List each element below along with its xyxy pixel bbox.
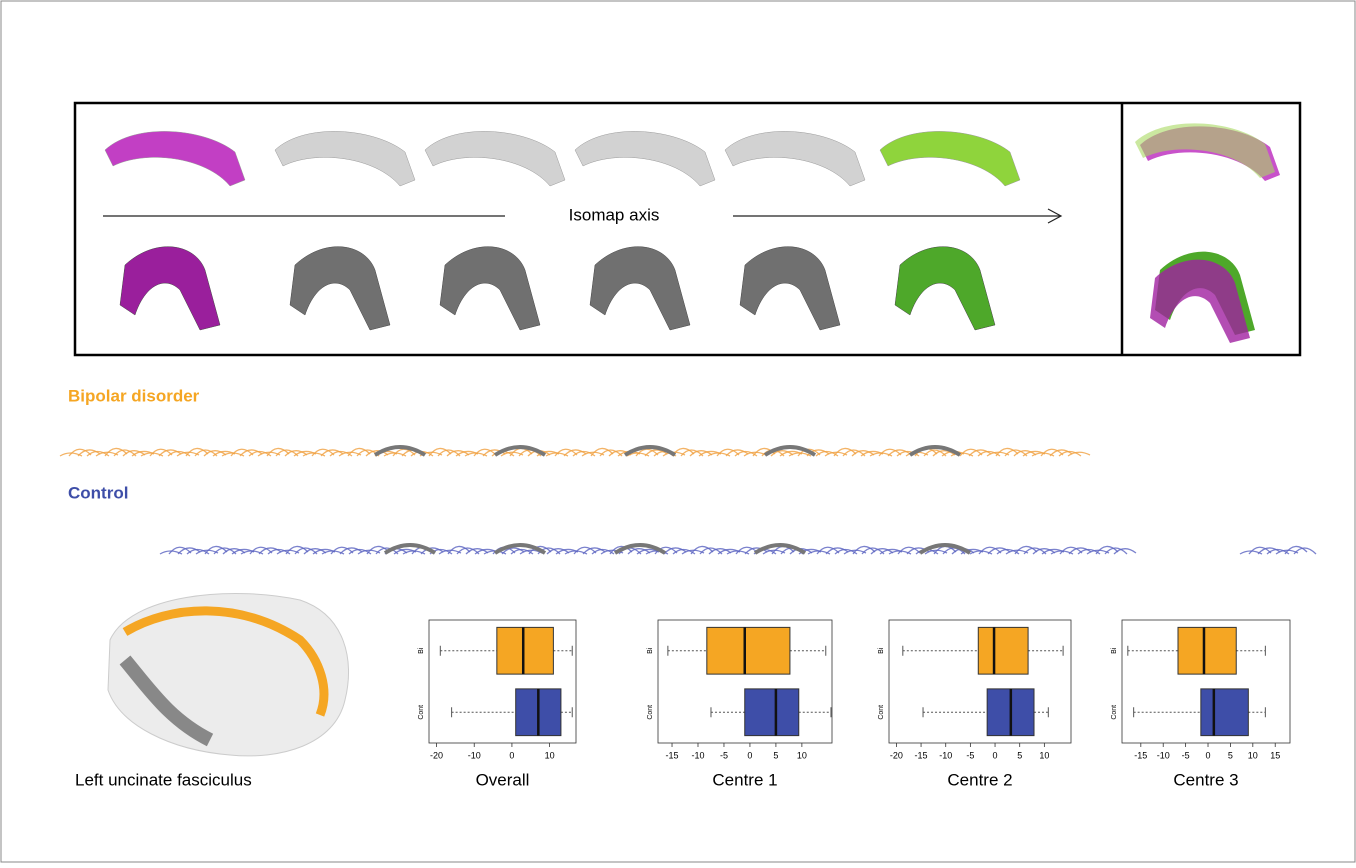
x-tick-label: -5	[720, 750, 728, 760]
x-tick-label: -15	[1134, 750, 1147, 760]
x-tick-label: -5	[966, 750, 974, 760]
shape	[880, 131, 1020, 186]
box	[1201, 689, 1248, 736]
box	[497, 627, 554, 674]
x-tick-label: 10	[797, 750, 807, 760]
axis-label: Isomap axis	[569, 205, 660, 224]
shape	[895, 247, 995, 330]
x-tick-label: -10	[691, 750, 704, 760]
x-tick-label: 5	[773, 750, 778, 760]
box	[707, 627, 790, 674]
chart-title: Centre 3	[1173, 770, 1238, 789]
x-tick-label: 0	[509, 750, 514, 760]
x-tick-label: 0	[1206, 750, 1211, 760]
shape	[105, 131, 245, 186]
x-tick-label: -20	[430, 750, 443, 760]
shape	[590, 247, 690, 330]
x-tick-label: -5	[1182, 750, 1190, 760]
shape-overlay	[1135, 123, 1275, 178]
box	[1178, 627, 1236, 674]
x-tick-label: 15	[1270, 750, 1280, 760]
shape	[425, 131, 565, 186]
chart-title: Centre 1	[712, 770, 777, 789]
shape	[440, 247, 540, 330]
y-tick-label: Cont	[878, 705, 885, 720]
shape-renderings	[105, 123, 1280, 343]
x-tick-label: -15	[915, 750, 928, 760]
fibre-strips	[60, 447, 1316, 554]
x-tick-label: 0	[993, 750, 998, 760]
y-tick-label: Bi	[1111, 647, 1118, 654]
shape	[575, 131, 715, 186]
group-label: Bipolar disorder	[68, 386, 200, 405]
x-tick-label: 10	[1039, 750, 1049, 760]
chart-title: Centre 2	[947, 770, 1012, 789]
x-tick-label: -10	[1157, 750, 1170, 760]
shape	[725, 131, 865, 186]
y-tick-label: Bi	[418, 647, 425, 654]
figure: Isomap axis Bipolar disorder Control Lef…	[0, 0, 1356, 863]
shape	[290, 247, 390, 330]
x-tick-label: -10	[939, 750, 952, 760]
group-label: Control	[68, 483, 128, 502]
box	[978, 627, 1028, 674]
chart-title: Overall	[476, 770, 530, 789]
x-tick-label: 0	[747, 750, 752, 760]
y-tick-label: Cont	[1111, 705, 1118, 720]
y-tick-label: Cont	[418, 705, 425, 720]
y-tick-label: Cont	[647, 705, 654, 720]
x-tick-label: 5	[1017, 750, 1022, 760]
x-tick-label: 10	[545, 750, 555, 760]
shape	[275, 131, 415, 186]
shape	[120, 247, 220, 330]
y-tick-label: Bi	[647, 647, 654, 654]
x-tick-label: -20	[890, 750, 903, 760]
brain-image	[108, 593, 349, 755]
shape	[740, 247, 840, 330]
fibre-gray	[755, 545, 805, 553]
x-tick-label: 5	[1228, 750, 1233, 760]
box	[745, 689, 799, 736]
y-tick-label: Bi	[878, 647, 885, 654]
x-tick-label: -15	[666, 750, 679, 760]
x-tick-label: -10	[468, 750, 481, 760]
x-tick-label: 10	[1248, 750, 1258, 760]
caption: Left uncinate fasciculus	[75, 770, 252, 789]
